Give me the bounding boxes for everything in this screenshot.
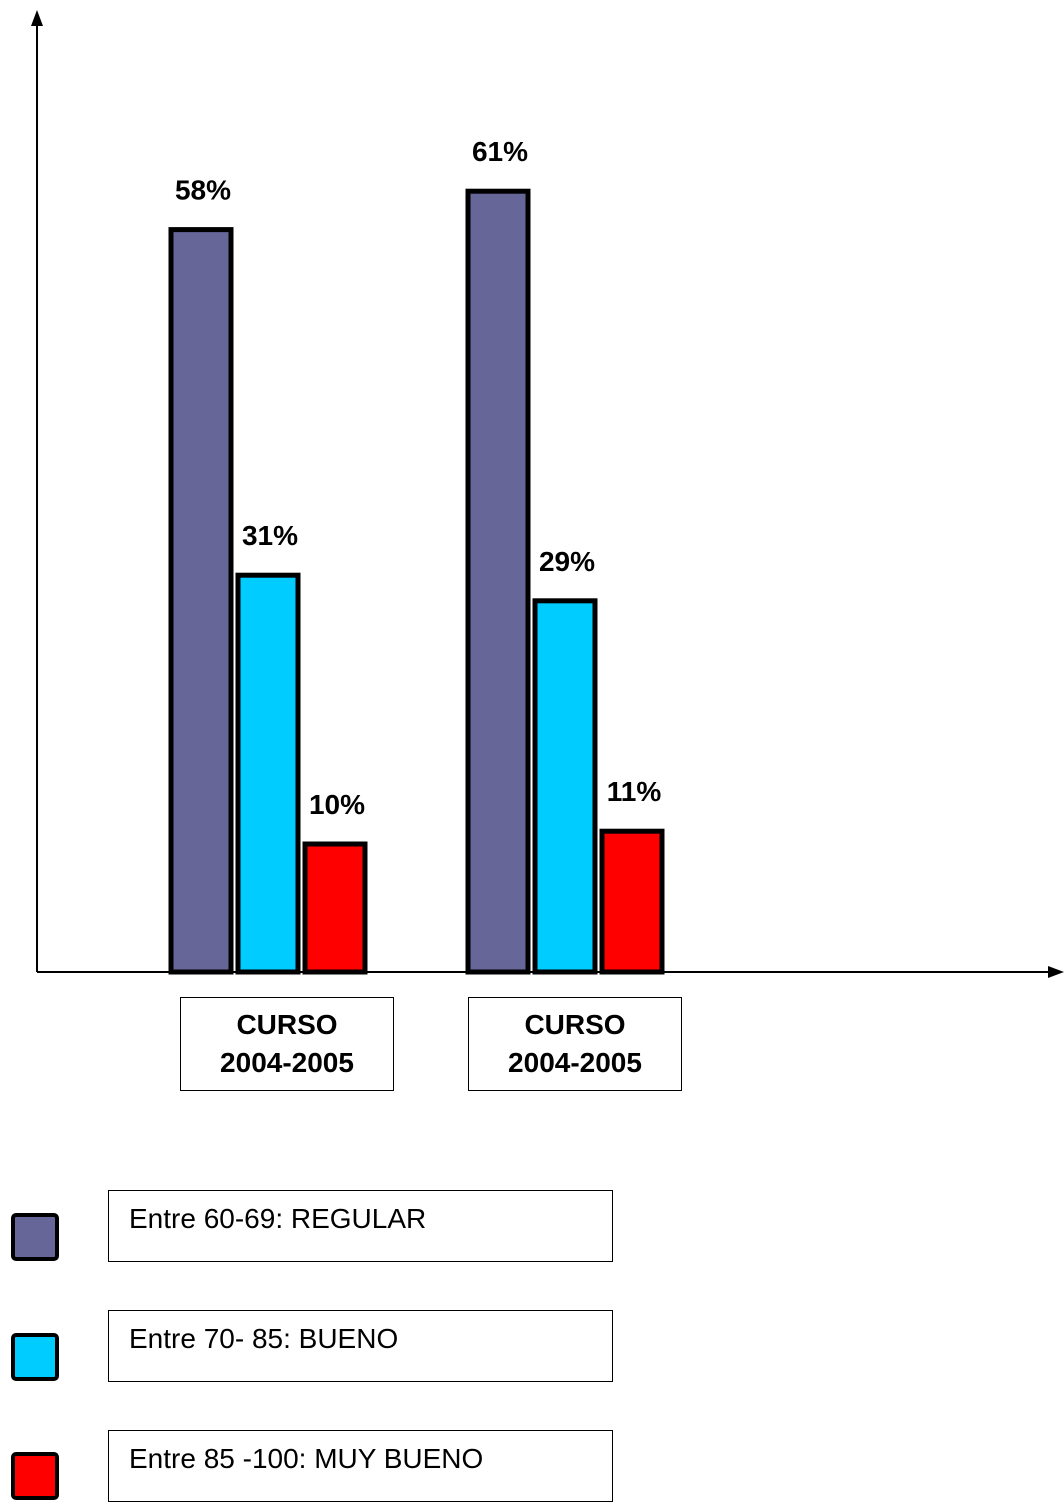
bars-group [168, 188, 665, 975]
bar-bueno-2 [532, 598, 598, 975]
value-label-bueno-2: 29% [539, 546, 595, 577]
legend-swatch-muy-bueno [11, 1452, 59, 1500]
legend-entry-muy-bueno: Entre 85 -100: MUY BUENO [108, 1430, 613, 1502]
x-axis-arrow [1048, 966, 1064, 978]
value-label-regular-1: 58% [175, 175, 231, 206]
value-labels-group: 58% 31% 10% 61% 29% 11% [175, 136, 661, 820]
legend-label-regular: Entre 60-69: REGULAR [129, 1203, 427, 1234]
legend-swatch-bueno [11, 1333, 59, 1381]
bar-muy-bueno-1 [302, 841, 368, 975]
legend-label-bueno: Entre 70- 85: BUENO [129, 1323, 399, 1354]
category-label-1-line-1: CURSO [236, 1009, 338, 1040]
category-label-2-line-2: 2004-2005 [508, 1047, 642, 1078]
bar-muy-bueno-2 [599, 828, 665, 975]
legend-swatch-regular [11, 1213, 59, 1261]
category-label-2-line-1: CURSO [524, 1009, 626, 1040]
category-label-1-line-2: 2004-2005 [220, 1047, 354, 1078]
bar-chart: 58% 31% 10% 61% 29% 11% [31, 10, 1064, 978]
bar-bueno-1 [235, 572, 301, 975]
value-label-muy-bueno-2: 11% [607, 776, 662, 807]
bar-regular-2 [465, 188, 531, 975]
category-label-2: CURSO 2004-2005 [468, 997, 682, 1091]
legend-entry-regular: Entre 60-69: REGULAR [108, 1190, 613, 1262]
value-label-muy-bueno-1: 10% [309, 789, 365, 820]
legend-label-muy-bueno: Entre 85 -100: MUY BUENO [129, 1443, 484, 1474]
value-label-bueno-1: 31% [242, 520, 298, 551]
value-label-regular-2: 61% [472, 136, 528, 167]
bar-regular-1 [168, 227, 234, 975]
y-axis-arrow [31, 10, 43, 26]
legend-entry-bueno: Entre 70- 85: BUENO [108, 1310, 613, 1382]
category-label-1: CURSO 2004-2005 [180, 997, 394, 1091]
